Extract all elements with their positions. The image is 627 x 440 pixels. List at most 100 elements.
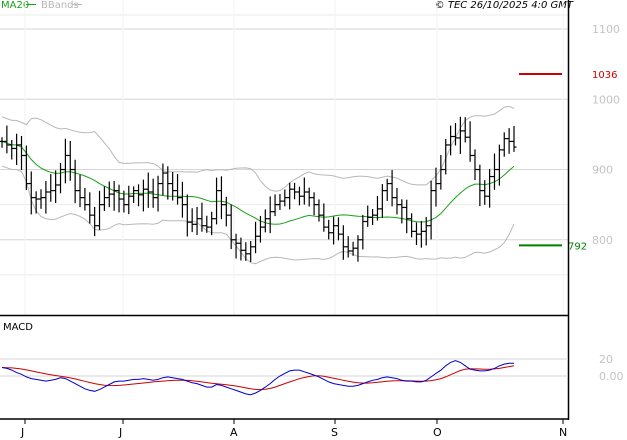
ohlc-bar — [365, 205, 371, 227]
ohlc-bar — [472, 149, 478, 181]
ohlc-bar — [223, 196, 229, 227]
ohlc-bar — [438, 155, 444, 190]
ohlc-bar — [253, 221, 259, 254]
ohlc-bar — [287, 182, 293, 210]
ohlc-bar — [106, 181, 112, 208]
ohlc-bar — [462, 117, 468, 143]
price-tick-label: 1100 — [592, 23, 620, 36]
ohlc-bar — [389, 170, 395, 207]
ohlc-bar — [87, 192, 93, 224]
ohlc-bar — [306, 187, 312, 207]
ohlc-bar — [62, 138, 68, 184]
bollinger-upper-band — [1, 105, 515, 192]
ohlc-bar — [384, 178, 390, 201]
ohlc-bar — [452, 122, 458, 146]
ohlc-bar — [111, 181, 117, 211]
ohlc-bar — [38, 189, 44, 209]
ohlc-bar — [9, 140, 15, 160]
ohlc-bar — [355, 235, 361, 262]
ohlc-bar — [443, 138, 449, 175]
macd-signal-line — [1, 365, 515, 391]
ohlc-bar — [0, 137, 5, 148]
ohlc-bar — [370, 209, 376, 226]
ohlc-bar — [179, 181, 185, 218]
macd-axis-ticks: 0.00 20 — [599, 353, 624, 383]
ohlc-bar — [53, 170, 59, 203]
ohlc-bar — [379, 184, 385, 218]
ohlc-bar — [4, 125, 10, 154]
ohlc-bar — [165, 166, 171, 200]
ohlc-bar — [433, 167, 439, 207]
macd-tick-label: 20 — [599, 353, 613, 366]
x-tick-label: J — [20, 426, 24, 439]
ohlc-bar — [43, 180, 49, 214]
ohlc-bar — [238, 237, 244, 261]
bollinger-lower-band — [1, 165, 515, 265]
ohlc-bar — [331, 216, 337, 245]
ohlc-bar — [496, 144, 502, 186]
ohlc-bar — [33, 191, 39, 214]
ohlc-bar — [243, 242, 249, 261]
ohlc-bar — [175, 173, 181, 205]
price-axis-ticks: 800 900 1000 1100 — [592, 23, 620, 247]
price-tick-label: 1000 — [592, 93, 620, 106]
ohlc-bar — [316, 199, 322, 222]
ohlc-bar — [121, 190, 127, 213]
ohlc-bar — [19, 136, 25, 171]
ohlc-bar — [335, 217, 341, 241]
price-tick-label: 900 — [592, 164, 613, 177]
ohlc-bar — [491, 153, 497, 190]
ohlc-bar — [404, 199, 410, 234]
resistance-marker-label: 1036 — [592, 70, 617, 81]
ohlc-bar — [72, 159, 78, 204]
ohlc-bar — [14, 133, 20, 165]
macd-title: MACD — [3, 322, 33, 333]
ohlc-bar — [204, 215, 210, 233]
ohlc-bar — [511, 125, 517, 152]
ohlc-bar — [97, 190, 103, 230]
ohlc-bar — [296, 186, 302, 206]
x-tick-label: S — [331, 426, 338, 439]
ohlc-bar — [428, 180, 434, 240]
macd-tick-label: 0.00 — [599, 370, 624, 383]
x-tick-label: O — [433, 426, 442, 439]
ohlc-bar — [58, 163, 64, 194]
price-gridlines — [0, 0, 568, 315]
ohlc-bar — [131, 186, 137, 203]
ohlc-bar — [374, 195, 380, 221]
ohlc-bar — [267, 196, 273, 234]
ohlc-bar — [487, 168, 493, 208]
ohlc-bar — [277, 194, 283, 210]
ohlc-bar — [399, 199, 405, 224]
ohlc-bar — [228, 204, 234, 250]
ohlc-bar — [448, 125, 454, 156]
support-marker-label: 792 — [568, 241, 587, 252]
ohlc-bar — [218, 176, 224, 220]
x-tick-label: J — [118, 426, 122, 439]
ohlc-bar — [67, 140, 73, 181]
ohlc-bar — [272, 194, 278, 217]
ohlc-bar — [82, 187, 88, 211]
ohlc-bar — [199, 202, 205, 232]
ohlc-bar — [292, 182, 298, 200]
ohlc-bar — [28, 171, 34, 215]
ohlc-bar — [116, 184, 122, 213]
ohlc-bar — [184, 194, 190, 237]
ohlc-bar — [501, 132, 507, 157]
ohlc-bar — [418, 220, 424, 248]
ohlc-bar — [282, 189, 288, 207]
ohlc-bar — [457, 116, 463, 154]
x-tick-label: N — [559, 426, 567, 439]
ohlc-bar — [321, 203, 327, 232]
ohlc-bar — [48, 174, 54, 202]
ohlc-bar — [92, 206, 98, 237]
ohlc-bar — [233, 233, 239, 259]
ohlc-bar — [145, 172, 151, 208]
ohlc-bar — [467, 121, 473, 162]
macd-gridlines — [0, 358, 568, 377]
ohlc-bar — [170, 172, 176, 201]
ohlc-bar — [77, 174, 83, 208]
ohlc-bar — [214, 177, 220, 225]
